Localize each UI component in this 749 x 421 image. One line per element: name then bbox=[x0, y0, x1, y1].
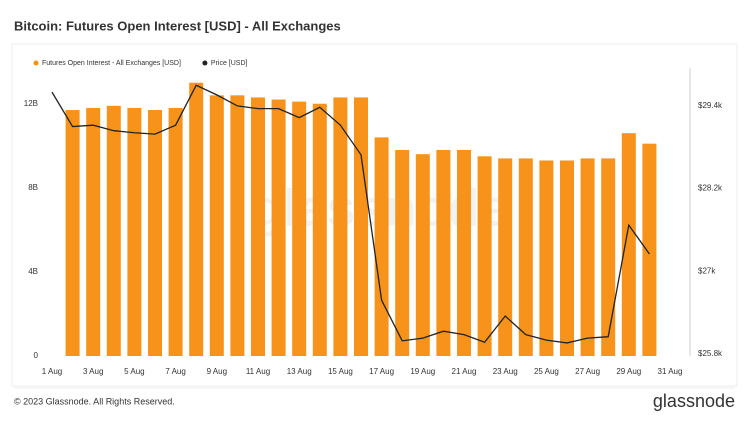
x-tick-label: 1 Aug bbox=[42, 367, 62, 376]
bar bbox=[436, 149, 451, 356]
y2-tick-label: $28.2k bbox=[698, 184, 723, 193]
y2-tick-label: $29.4k bbox=[698, 101, 723, 110]
bar bbox=[168, 107, 183, 356]
x-tick-label: 23 Aug bbox=[493, 367, 518, 376]
y-tick-label: 4B bbox=[28, 267, 38, 276]
bar bbox=[374, 137, 389, 356]
bar bbox=[86, 107, 101, 356]
bar bbox=[251, 97, 265, 356]
bar bbox=[415, 154, 430, 356]
x-tick-label: 19 Aug bbox=[410, 367, 435, 376]
bar bbox=[106, 105, 121, 356]
x-tick-label: 3 Aug bbox=[83, 367, 103, 376]
bar bbox=[621, 133, 636, 356]
y2-tick-label: $25.8k bbox=[698, 349, 723, 358]
x-tick-label: 7 Aug bbox=[165, 367, 185, 376]
bar bbox=[539, 160, 554, 356]
chart-frame bbox=[11, 43, 738, 387]
x-tick-label: 31 Aug bbox=[658, 367, 683, 376]
price-line bbox=[51, 84, 650, 344]
bar bbox=[230, 95, 245, 357]
x-tick-label: 9 Aug bbox=[207, 367, 227, 376]
bar bbox=[189, 82, 204, 356]
x-tick-label: 11 Aug bbox=[246, 367, 270, 376]
y2-tick-label: $27k bbox=[698, 266, 716, 275]
bar bbox=[395, 149, 410, 356]
legend-marker bbox=[202, 60, 208, 66]
bar bbox=[333, 97, 348, 356]
bar bbox=[127, 107, 142, 356]
bar bbox=[477, 156, 492, 356]
bar bbox=[560, 160, 574, 356]
legend-label: Futures Open Interest - All Exchanges [U… bbox=[42, 60, 181, 67]
bar bbox=[642, 143, 657, 356]
legend-marker bbox=[33, 60, 39, 66]
y-tick-label: 12B bbox=[24, 99, 38, 108]
bar bbox=[457, 149, 471, 356]
x-tick-label: 21 Aug bbox=[452, 367, 477, 376]
bar bbox=[148, 110, 162, 356]
bar bbox=[498, 158, 513, 356]
x-tick-label: 25 Aug bbox=[534, 367, 559, 376]
bar bbox=[271, 99, 286, 357]
chart-title: Bitcoin: Futures Open Interest [USD] - A… bbox=[14, 18, 341, 33]
y-tick-label: 0 bbox=[34, 351, 39, 360]
bar bbox=[312, 103, 327, 356]
x-tick-label: 13 Aug bbox=[287, 367, 312, 376]
x-tick-label: 17 Aug bbox=[369, 367, 394, 376]
y-tick-label: 8B bbox=[28, 183, 38, 192]
bar bbox=[292, 101, 307, 356]
x-tick-label: 5 Aug bbox=[124, 367, 144, 376]
x-tick-label: 29 Aug bbox=[616, 367, 641, 376]
bar bbox=[580, 158, 595, 356]
legend-label: Price [USD] bbox=[211, 60, 248, 67]
footer: © 2023 Glassnode. All Rights Reserved. bbox=[14, 396, 175, 406]
bar bbox=[65, 110, 80, 356]
x-tick-label: 27 Aug bbox=[575, 367, 600, 376]
bar bbox=[518, 158, 533, 356]
bar bbox=[209, 95, 224, 357]
bar bbox=[354, 97, 368, 356]
brand-logo: glassnode bbox=[653, 391, 735, 411]
bar bbox=[601, 158, 616, 356]
x-tick-label: 15 Aug bbox=[328, 367, 353, 376]
